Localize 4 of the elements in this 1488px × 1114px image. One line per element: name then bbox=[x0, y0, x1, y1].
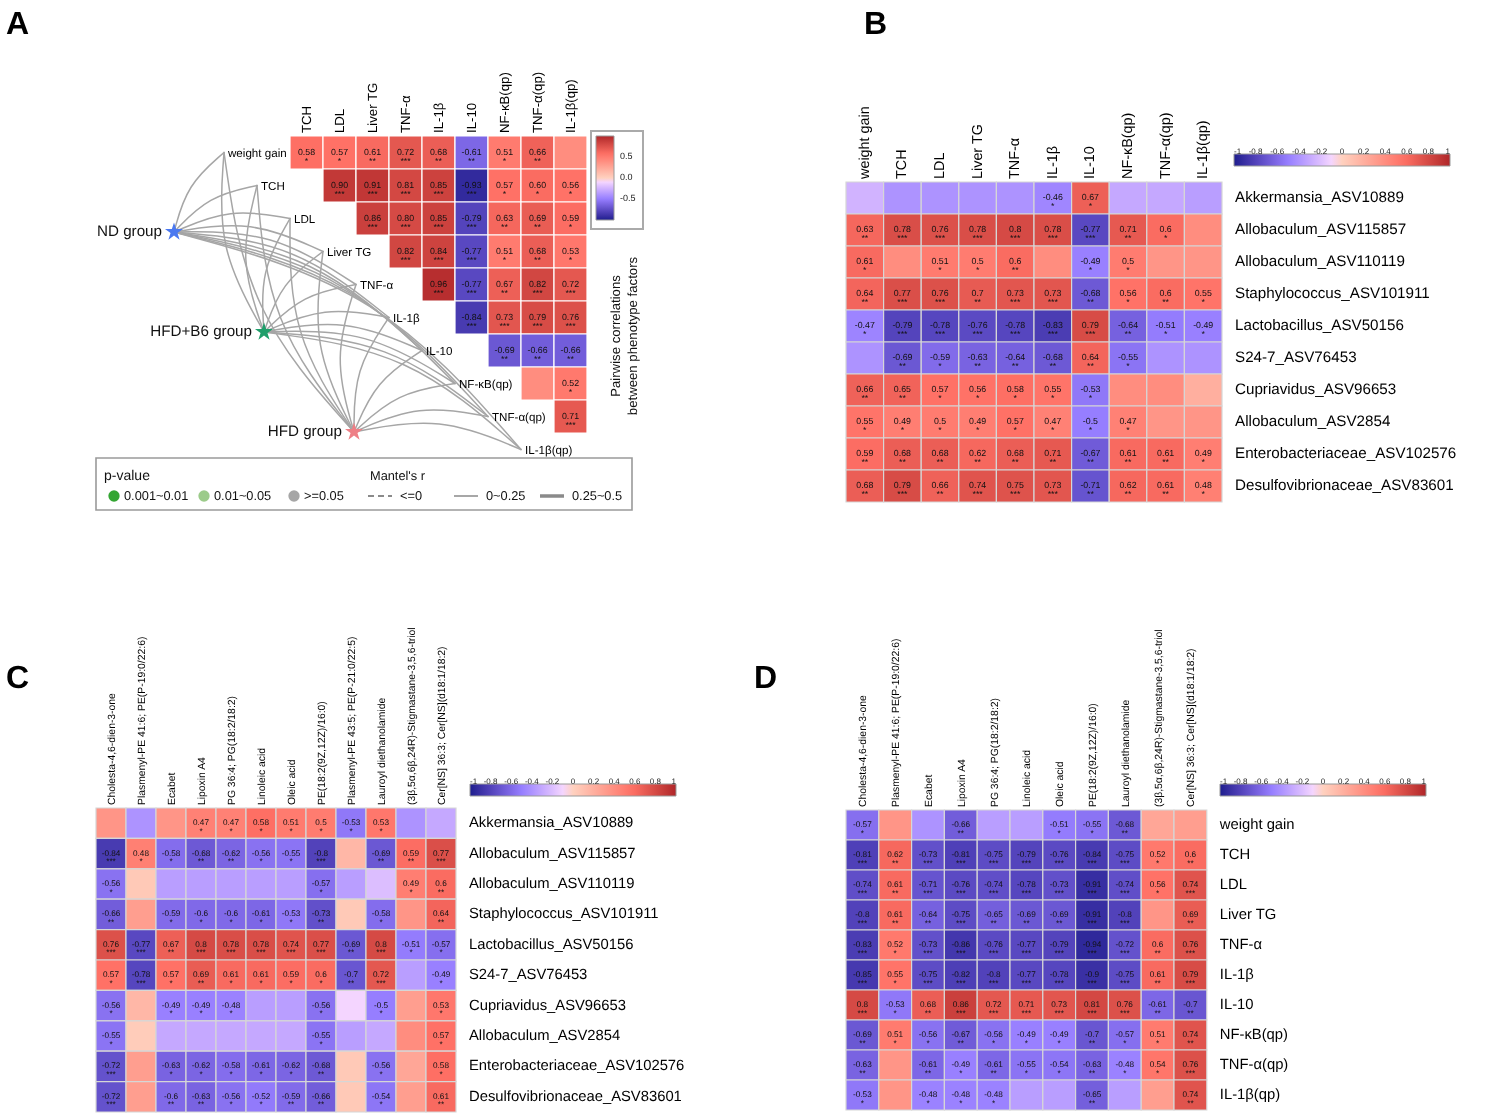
chart-title: D bbox=[754, 662, 778, 696]
chart-title: B bbox=[864, 8, 888, 42]
text: A bbox=[6, 8, 30, 42]
chart-title: C bbox=[6, 662, 30, 696]
